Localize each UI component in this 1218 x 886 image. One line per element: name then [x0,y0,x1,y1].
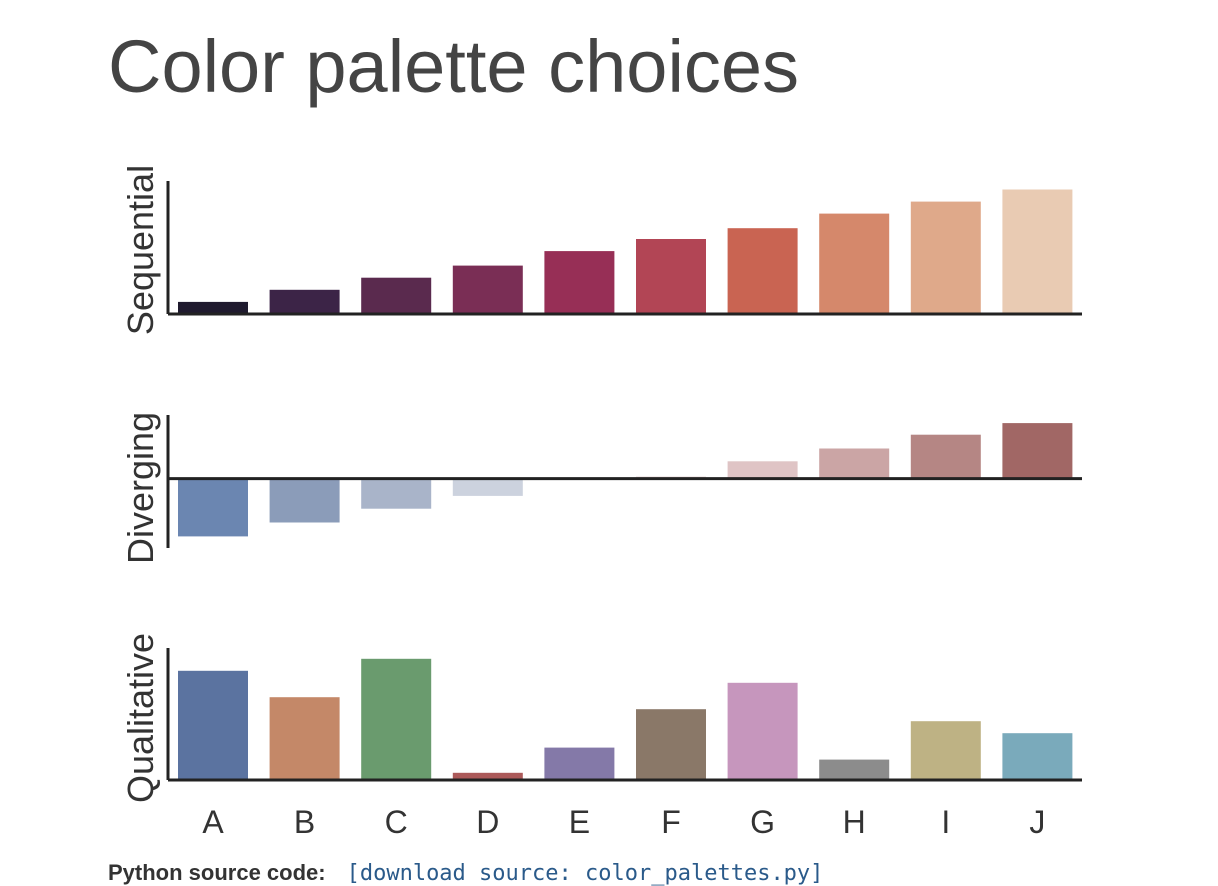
bar-sequential-D [452,265,523,314]
download-source-link[interactable]: [download source: color_palettes.py] [346,861,824,886]
bar-diverging-A [178,478,248,537]
bar-sequential-C [361,277,432,314]
bar-diverging-G [727,461,798,479]
bar-diverging-J [1002,423,1073,479]
bar-sequential-A [178,301,248,314]
ylabel-qualitative: Qualitative [120,633,161,803]
x-tick-label-F: F [661,804,681,840]
x-tick-label-A: A [202,804,224,840]
panel-qualitative: Qualitative [120,633,1082,803]
bar-qualitative-A [178,670,248,780]
bar-sequential-E [544,251,615,314]
bar-sequential-G [727,228,798,314]
x-tick-label-B: B [294,804,315,840]
footer-label: Python source code: [108,860,326,885]
bar-qualitative-B [269,697,340,780]
x-tick-label-H: H [843,804,866,840]
bar-qualitative-I [910,721,981,780]
bar-sequential-B [269,289,340,314]
bar-sequential-I [910,201,981,314]
bar-diverging-H [819,448,890,479]
bar-diverging-C [361,478,432,509]
x-tick-label-E: E [569,804,590,840]
bar-qualitative-C [361,658,432,780]
footer: Python source code: [download source: co… [108,860,823,886]
panel-sequential: Sequential [120,165,1082,335]
ylabel-diverging: Diverging [120,412,161,564]
bar-sequential-H [819,213,890,314]
bar-diverging-D [452,478,523,496]
x-tick-labels: A B C D E F G H I J [202,804,1045,840]
x-tick-label-I: I [941,804,950,840]
bar-sequential-F [636,239,706,314]
bar-qualitative-H [819,759,890,780]
bar-diverging-B [269,478,340,523]
bar-sequential-J [1002,189,1073,314]
bar-qualitative-G [727,682,798,780]
x-tick-label-C: C [385,804,408,840]
x-tick-label-J: J [1029,804,1045,840]
bar-qualitative-F [636,709,706,780]
panel-diverging: Diverging [120,412,1082,564]
x-tick-label-G: G [750,804,775,840]
bar-qualitative-D [452,772,523,780]
bar-diverging-I [910,434,981,479]
bar-qualitative-E [544,747,615,780]
ylabel-sequential: Sequential [120,165,161,335]
x-tick-label-D: D [476,804,499,840]
bar-qualitative-J [1002,733,1073,780]
page-title: Color palette choices [108,25,800,108]
